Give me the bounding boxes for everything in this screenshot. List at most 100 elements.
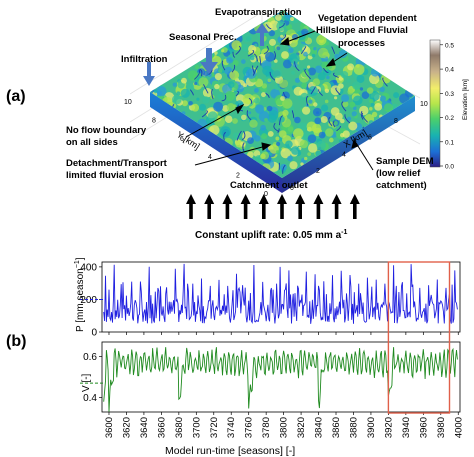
evapotranspiration-label: Evapotranspiration xyxy=(215,7,302,18)
vegetation-pointer-head-icon xyxy=(279,37,290,46)
x-tick-label: 3820 xyxy=(296,417,307,438)
detachment-label-line1: Detachment/Transport xyxy=(66,158,168,169)
uplift-arrow-icon xyxy=(295,194,306,219)
no-flow-label-line2: on all sides xyxy=(66,137,118,148)
y-tick-label: 4 xyxy=(208,154,212,161)
x-tick-label: 3840 xyxy=(314,417,325,438)
precipitation-plot: 0 200 400 xyxy=(80,261,461,339)
panel-b-label: (b) xyxy=(6,333,26,350)
colorbar-ticks: 0.0 0.1 0.2 0.3 0.4 0.5 xyxy=(440,42,454,171)
elevation-colorbar: 0.0 0.1 0.2 0.3 0.4 0.5 Elevation [km] xyxy=(429,39,469,171)
y-tick-label: 2 xyxy=(236,173,240,180)
x-tick-label: 3920 xyxy=(383,417,394,438)
uplift-arrow-icon xyxy=(313,194,324,219)
precipitation-series-line xyxy=(103,263,458,324)
uplift-arrow-icon xyxy=(349,194,360,219)
x-tick-label: 3860 xyxy=(331,417,342,438)
y-tick-label: 6 xyxy=(180,136,184,143)
x-tick-label: 3620 xyxy=(121,417,132,438)
detachment-pointer-icon xyxy=(194,145,267,166)
precipitation-ylabel: P [mm season−1] xyxy=(74,257,86,332)
x-tick-label: 3660 xyxy=(156,417,167,438)
colorbar-gradient xyxy=(429,39,441,168)
panel-a-annotations: Evapotranspiration Vegetation dependent … xyxy=(66,7,434,191)
x-tick-label: 10 xyxy=(420,101,428,108)
y-tick-label: 0.6 xyxy=(83,352,97,363)
x-tick-label: 3940 xyxy=(401,417,412,438)
seasonal-precipitation-arrow-icon xyxy=(200,48,218,74)
process-arrows xyxy=(143,23,374,171)
uplift-arrow-icon xyxy=(186,194,196,219)
colorbar-tick-label: 0.2 xyxy=(445,115,454,122)
vegetation-label-line2: Hillslope and Fluvial xyxy=(316,25,408,36)
x-tick-label: 0 xyxy=(290,185,294,192)
uplift-arrow-icon xyxy=(222,194,233,219)
sample-dem-label-line3: catchment) xyxy=(376,180,427,191)
seasonal-precipitation-label: Seasonal Prec. xyxy=(169,32,237,43)
x-tick-label: 2 xyxy=(316,168,320,175)
x-tick-label: 3900 xyxy=(366,417,377,438)
highlight-window xyxy=(387,261,451,414)
vegetation-plot: 0.4 0.6 xyxy=(80,341,461,415)
vegetation-series-line xyxy=(103,347,458,412)
x-tick-label: 6 xyxy=(368,135,372,142)
x-tick-label: 3600 xyxy=(104,417,115,438)
vegetation-ylabel: V [-] xyxy=(81,373,92,392)
x-tick-label: 3880 xyxy=(349,417,360,438)
x-tick-label: 4000 xyxy=(453,417,464,438)
x-tick-label: 3700 xyxy=(191,417,202,438)
uplift-arrow-icon xyxy=(331,194,342,219)
sample-dem-pointer-icon xyxy=(355,142,374,171)
x-tick-label: 3740 xyxy=(226,417,237,438)
x-tick-label: 3680 xyxy=(174,417,185,438)
colorbar-tick-label: 0.1 xyxy=(445,139,454,146)
detachment-label-line2: limited fluvial erosion xyxy=(66,170,164,181)
sample-dem-label-line1: Sample DEM xyxy=(376,156,434,167)
infiltration-arrow-icon xyxy=(143,62,155,86)
colorbar-tick-label: 0.0 xyxy=(445,164,454,171)
x-tick-label: 3980 xyxy=(436,417,447,438)
panel-a-label: (a) xyxy=(6,88,26,105)
catchment-outlet-label: Catchment outlet xyxy=(230,180,308,191)
y-tick-label: 0 xyxy=(264,191,268,198)
x-tick-label: 3780 xyxy=(261,417,272,438)
uplift-rate-label: Constant uplift rate: 0.05 mm a-1 xyxy=(195,229,347,241)
sample-dem-label-line2: (low relief xyxy=(376,168,421,179)
terrain-right-wall xyxy=(282,96,415,193)
infiltration-label: Infiltration xyxy=(121,54,168,65)
y-tick-label: 0.4 xyxy=(83,393,97,404)
uplift-arrow-icon xyxy=(240,194,251,219)
x-tick-label: 3640 xyxy=(139,417,150,438)
y-tick-label: 200 xyxy=(80,295,97,306)
x-tick-label: 3800 xyxy=(279,417,290,438)
terrain-left-wall xyxy=(150,92,282,193)
colorbar-tick-label: 0.3 xyxy=(445,91,454,98)
x-axis-ticks: 0 2 4 6 8 10 xyxy=(290,101,428,192)
x-tick-label: 3720 xyxy=(209,417,220,438)
x-tick-label: 8 xyxy=(394,118,398,125)
terrain-dem-surface xyxy=(150,10,415,193)
vegetation-label-line1: Vegetation dependent xyxy=(318,13,418,24)
y-tick-label: 400 xyxy=(80,262,97,273)
x-tick-label: 4 xyxy=(342,151,346,158)
uplift-arrow-icon xyxy=(277,194,287,219)
vegetation-plot-frame xyxy=(101,341,461,413)
evapotranspiration-arrow-icon xyxy=(255,23,269,46)
time-axis-tick-labels: 3600 3620 3640 3660 3680 3700 3720 3740 3760 3780… xyxy=(104,417,464,438)
uplift-arrow-icon xyxy=(204,194,215,219)
no-flow-pointer-icon xyxy=(185,106,241,138)
x-tick-label: 3960 xyxy=(418,417,429,438)
uplift-arrow-icon xyxy=(258,194,269,219)
x-tick-label: 3760 xyxy=(244,417,255,438)
vegetation-label-line3: processes xyxy=(338,38,385,49)
y-tick-label: 8 xyxy=(152,117,156,124)
y-axis-ticks: 10 8 6 4 2 0 xyxy=(124,99,268,198)
y-tick-label: 10 xyxy=(124,99,132,106)
y-tick-label: 0 xyxy=(91,328,97,339)
colorbar-label: Elevation [km] xyxy=(462,79,469,120)
vegetation-pointer-icon xyxy=(283,30,316,44)
no-flow-label-line1: No flow boundary xyxy=(66,125,147,136)
colorbar-tick-label: 0.5 xyxy=(445,42,454,49)
